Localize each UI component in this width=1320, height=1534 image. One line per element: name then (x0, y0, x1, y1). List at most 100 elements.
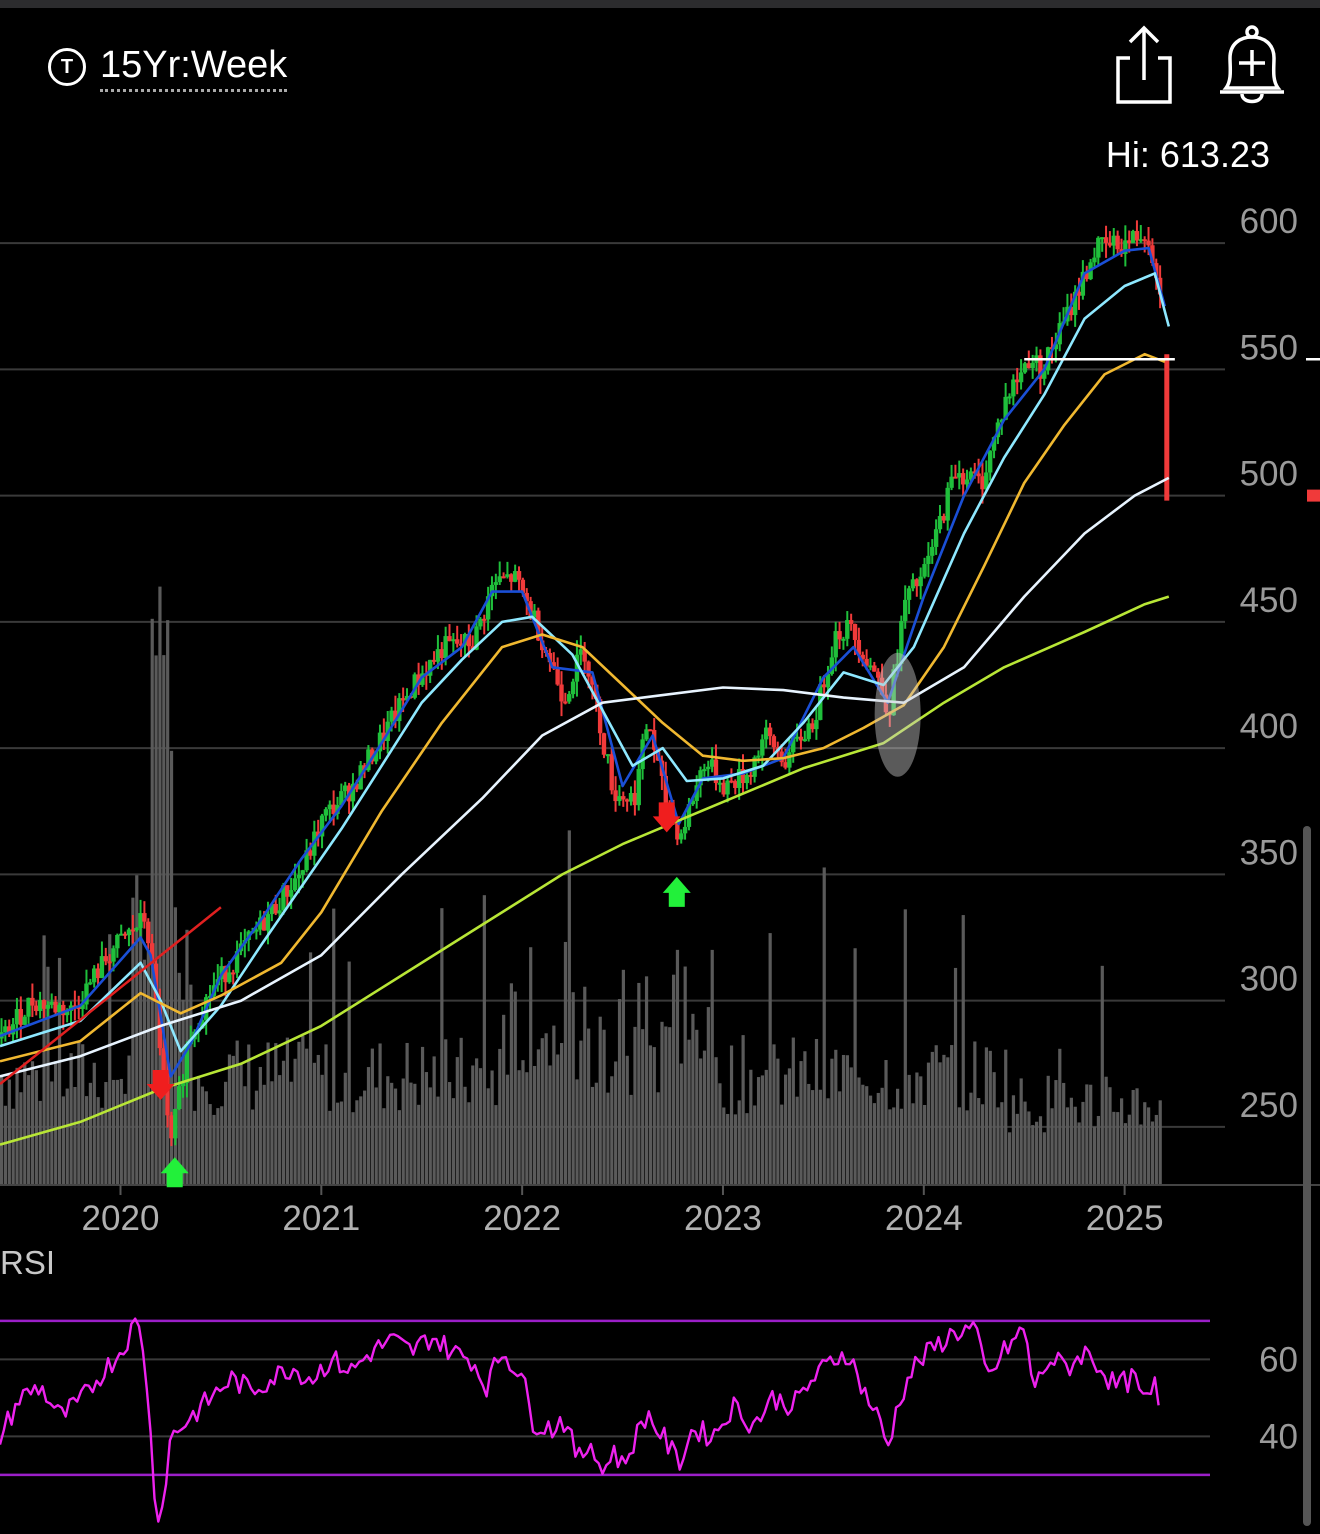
candle-body (733, 781, 738, 788)
candle-body (586, 661, 591, 677)
candle-body (709, 759, 715, 767)
volume-bar (965, 1110, 969, 1185)
volume-bar (46, 966, 50, 1185)
candle-body (180, 1082, 186, 1087)
volume-bar (212, 1114, 216, 1185)
candle-body (509, 574, 514, 582)
bell-plus-icon[interactable] (1212, 22, 1292, 108)
candle-body (493, 582, 499, 585)
volume-bar (699, 1058, 703, 1185)
volume-bar (50, 1081, 54, 1185)
volume-bar (208, 1104, 212, 1185)
volume-bar (42, 935, 46, 1185)
volume-bar (911, 1103, 915, 1185)
candle-body (872, 665, 877, 672)
buy-arrow (160, 1157, 189, 1188)
candle-body (1127, 240, 1132, 244)
volume-bar (447, 1082, 452, 1185)
y-tick-label: 250 (1240, 1086, 1298, 1125)
candle-body (173, 1109, 178, 1139)
volume-bar (115, 1079, 120, 1185)
candle-body (300, 870, 305, 875)
candle-body (439, 649, 444, 659)
candle-body (26, 997, 31, 1017)
volume-bar (969, 1092, 973, 1185)
share-icon[interactable] (1108, 22, 1180, 108)
volume-bar (324, 1044, 328, 1185)
candle-body (53, 1001, 58, 1013)
volume-bar (486, 1088, 490, 1185)
volume-bar (100, 1107, 104, 1185)
volume-bar (15, 1067, 19, 1185)
candle-body (184, 1044, 190, 1083)
candle-body (412, 674, 417, 698)
volume-bar (84, 1096, 89, 1185)
highlight-ellipse (874, 652, 921, 777)
volume-bar (1046, 1075, 1050, 1185)
volume-bar (7, 1079, 11, 1185)
volume-bar (579, 1040, 583, 1185)
candle-body (698, 770, 703, 786)
candle-body (319, 815, 325, 837)
candle-body (644, 729, 649, 740)
candle-body (1084, 271, 1089, 280)
candle-body (899, 621, 904, 664)
candle-body (373, 751, 379, 762)
volume-bar (1108, 1087, 1112, 1185)
candle-body (512, 571, 518, 582)
volume-bar (289, 1081, 293, 1185)
volume-bar (946, 1057, 950, 1185)
candle-body (169, 1115, 174, 1139)
volume-bar (780, 1104, 784, 1185)
volume-bars (0, 586, 1162, 1185)
candle-body (953, 476, 958, 479)
candle-body (119, 933, 124, 936)
volume-bar (834, 1049, 838, 1185)
top-divider (0, 0, 1320, 8)
volume-bar (1085, 1084, 1089, 1185)
candle-body (914, 579, 920, 587)
candle-body (103, 956, 108, 962)
scrollbar[interactable] (1303, 826, 1311, 1526)
candle-body (478, 618, 483, 627)
volume-bar (27, 1075, 31, 1185)
volume-bar (648, 1045, 653, 1185)
volume-bar (563, 941, 568, 1185)
volume-bar (104, 1082, 108, 1185)
volume-bar (386, 1076, 390, 1185)
candle-body (1018, 372, 1024, 383)
volume-bar (556, 1054, 560, 1185)
candle-body (922, 564, 927, 577)
candle-body (281, 885, 286, 911)
volume-bar (142, 959, 147, 1185)
volume-bar (807, 1083, 811, 1185)
volume-bar (281, 1060, 286, 1185)
volume-bar (1100, 965, 1104, 1185)
volume-bar (227, 1054, 232, 1185)
candle-body (864, 658, 869, 666)
volume-bar (38, 1100, 42, 1185)
volume-bar (436, 1096, 440, 1185)
volume-bar (571, 992, 575, 1185)
volume-bar (849, 1067, 853, 1185)
volume-bar (583, 986, 587, 1185)
y-tick-label: 550 (1240, 328, 1298, 367)
candle-body (234, 951, 240, 973)
volume-bar (984, 1047, 989, 1185)
volume-bar (57, 957, 62, 1185)
candle-body (825, 673, 831, 688)
timeframe-selector[interactable]: T 15Yr:Week (48, 42, 288, 92)
candle-body (1103, 237, 1109, 243)
candle-body (400, 698, 406, 701)
candle-body (22, 1016, 27, 1025)
candle-body (1099, 237, 1105, 240)
volume-bar (169, 750, 174, 1185)
candle-body (725, 780, 730, 795)
candle-body (833, 631, 838, 658)
volume-bar (729, 1045, 734, 1185)
volume-bar (390, 1082, 394, 1185)
volume-bar (23, 1062, 27, 1185)
candle-body (999, 419, 1004, 423)
volume-bar (428, 1087, 432, 1185)
